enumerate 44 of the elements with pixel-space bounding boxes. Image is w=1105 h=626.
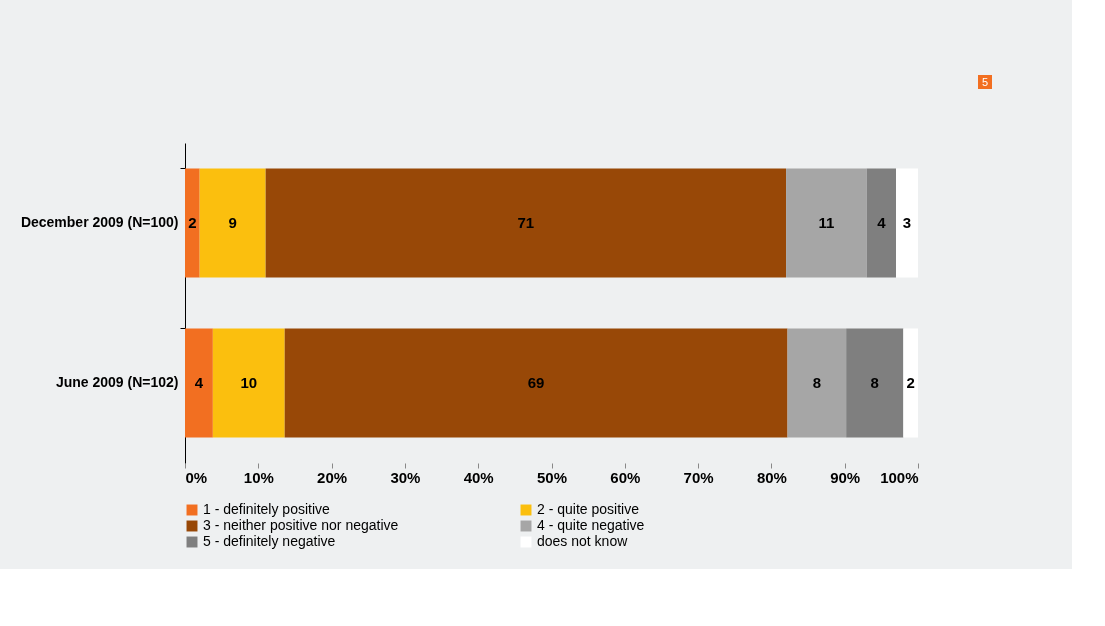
x-tick-label: 70% bbox=[683, 468, 714, 486]
x-tick-label: 40% bbox=[463, 468, 494, 486]
bar bbox=[265, 168, 787, 278]
legend-label: 4 - quite negative bbox=[537, 517, 645, 533]
legend-label: 2 - quite positive bbox=[537, 501, 640, 517]
x-tick-label: 10% bbox=[243, 468, 274, 486]
data-label: 11 bbox=[818, 214, 835, 231]
bar bbox=[866, 168, 897, 278]
data-label: 9 bbox=[228, 214, 237, 231]
y-tick-label: December 2009 (N=100) bbox=[20, 214, 179, 230]
bar bbox=[199, 168, 266, 278]
data-label: 2 bbox=[188, 214, 197, 231]
data-label: 3 bbox=[902, 214, 912, 231]
x-tick-label: 50% bbox=[536, 468, 568, 486]
bar bbox=[185, 168, 200, 278]
bar bbox=[846, 328, 904, 438]
data-label: 8 bbox=[870, 374, 879, 391]
x-tick-label: 20% bbox=[317, 468, 348, 486]
data-label: 71 bbox=[517, 214, 535, 231]
x-tick-label: 90% bbox=[830, 468, 861, 486]
bar bbox=[787, 328, 847, 438]
bar bbox=[786, 168, 867, 278]
x-tick-label: 60% bbox=[610, 468, 641, 486]
bar bbox=[896, 168, 918, 278]
bar bbox=[185, 328, 213, 438]
data-label: 8 bbox=[812, 374, 822, 391]
legend-label: 1 - definitely positive bbox=[203, 501, 331, 517]
bar bbox=[212, 328, 285, 438]
data-label: 69 bbox=[527, 374, 545, 391]
bar bbox=[284, 328, 788, 438]
legend-label: 5 - definitely negative bbox=[203, 533, 336, 549]
legend-label: 3 - neither positive nor negative bbox=[203, 517, 399, 533]
x-tick-label: 100% bbox=[880, 468, 919, 486]
data-label: 4 bbox=[194, 374, 204, 391]
x-tick-label: 80% bbox=[756, 468, 787, 486]
text: 5 bbox=[981, 76, 989, 88]
bar bbox=[903, 328, 918, 438]
data-label: 10 bbox=[240, 374, 258, 391]
x-tick-label: 0% bbox=[185, 468, 208, 486]
x-tick-label: 30% bbox=[390, 468, 421, 486]
data-label: 4 bbox=[877, 214, 887, 231]
legend-label: does not know bbox=[537, 533, 629, 549]
data-label: 2 bbox=[906, 374, 915, 391]
y-tick-label: June 2009 (N=102) bbox=[55, 374, 179, 390]
